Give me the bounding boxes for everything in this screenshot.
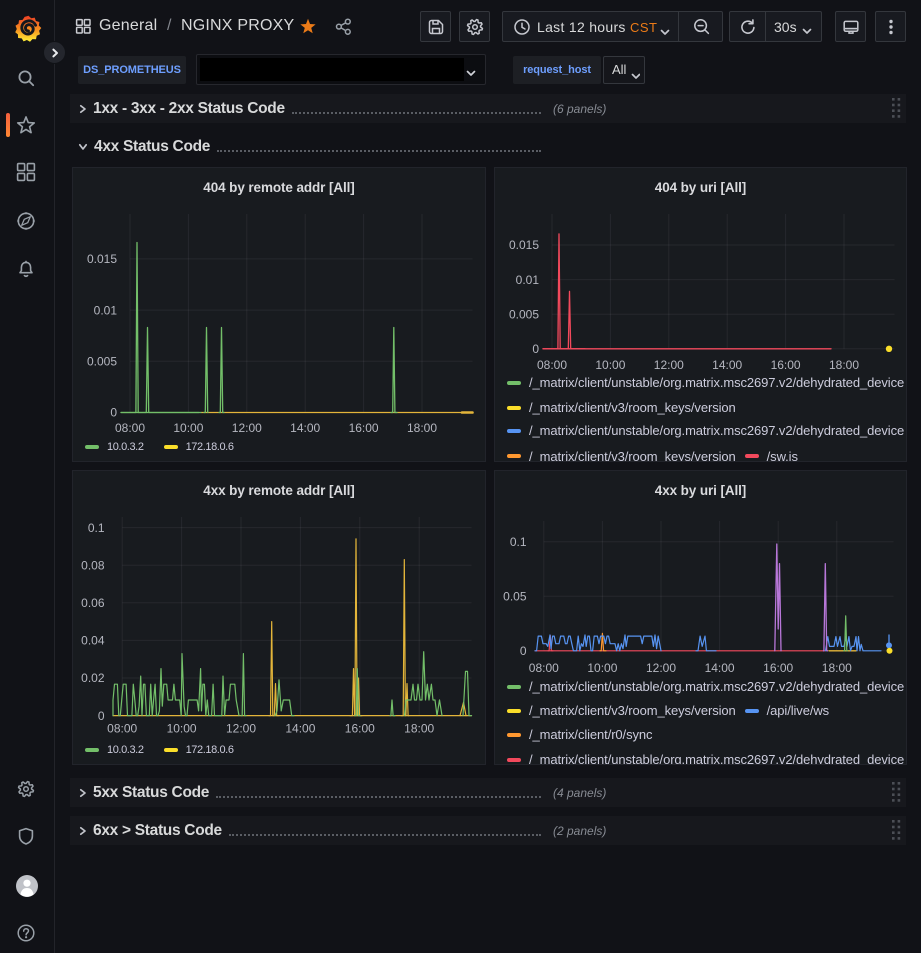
svg-text:10:00: 10:00: [173, 421, 203, 435]
svg-text:0: 0: [520, 644, 527, 658]
svg-text:0: 0: [98, 709, 105, 723]
svg-text:18:00: 18:00: [407, 421, 437, 435]
svg-text:12:00: 12:00: [226, 722, 256, 736]
svg-text:08:00: 08:00: [529, 661, 559, 675]
svg-text:0: 0: [532, 342, 539, 356]
svg-text:10:00: 10:00: [595, 358, 625, 372]
svg-text:14:00: 14:00: [285, 722, 315, 736]
svg-text:0: 0: [110, 406, 117, 420]
svg-text:16:00: 16:00: [349, 421, 379, 435]
svg-text:14:00: 14:00: [712, 358, 742, 372]
svg-text:10:00: 10:00: [167, 722, 197, 736]
svg-text:0.01: 0.01: [94, 303, 118, 317]
svg-text:0.005: 0.005: [509, 307, 539, 321]
svg-text:12:00: 12:00: [232, 421, 262, 435]
svg-text:14:00: 14:00: [705, 661, 735, 675]
svg-text:0.015: 0.015: [509, 238, 539, 252]
svg-text:08:00: 08:00: [107, 722, 137, 736]
svg-text:08:00: 08:00: [115, 421, 145, 435]
svg-text:0.1: 0.1: [510, 535, 527, 549]
svg-text:0.02: 0.02: [81, 671, 105, 685]
svg-text:16:00: 16:00: [771, 358, 801, 372]
svg-text:14:00: 14:00: [290, 421, 320, 435]
svg-text:18:00: 18:00: [404, 722, 434, 736]
svg-text:16:00: 16:00: [345, 722, 375, 736]
svg-text:18:00: 18:00: [829, 358, 859, 372]
svg-text:0.08: 0.08: [81, 558, 105, 572]
svg-text:08:00: 08:00: [537, 358, 567, 372]
svg-text:0.005: 0.005: [87, 355, 117, 369]
svg-text:12:00: 12:00: [654, 358, 684, 372]
svg-text:0.04: 0.04: [81, 634, 105, 648]
svg-text:0.01: 0.01: [516, 273, 540, 287]
svg-text:0.015: 0.015: [87, 252, 117, 266]
svg-text:0.06: 0.06: [81, 596, 105, 610]
svg-text:12:00: 12:00: [646, 661, 676, 675]
svg-text:16:00: 16:00: [763, 661, 793, 675]
svg-text:10:00: 10:00: [587, 661, 617, 675]
svg-text:0.1: 0.1: [88, 521, 105, 535]
svg-text:0.05: 0.05: [503, 590, 527, 604]
svg-text:18:00: 18:00: [822, 661, 852, 675]
